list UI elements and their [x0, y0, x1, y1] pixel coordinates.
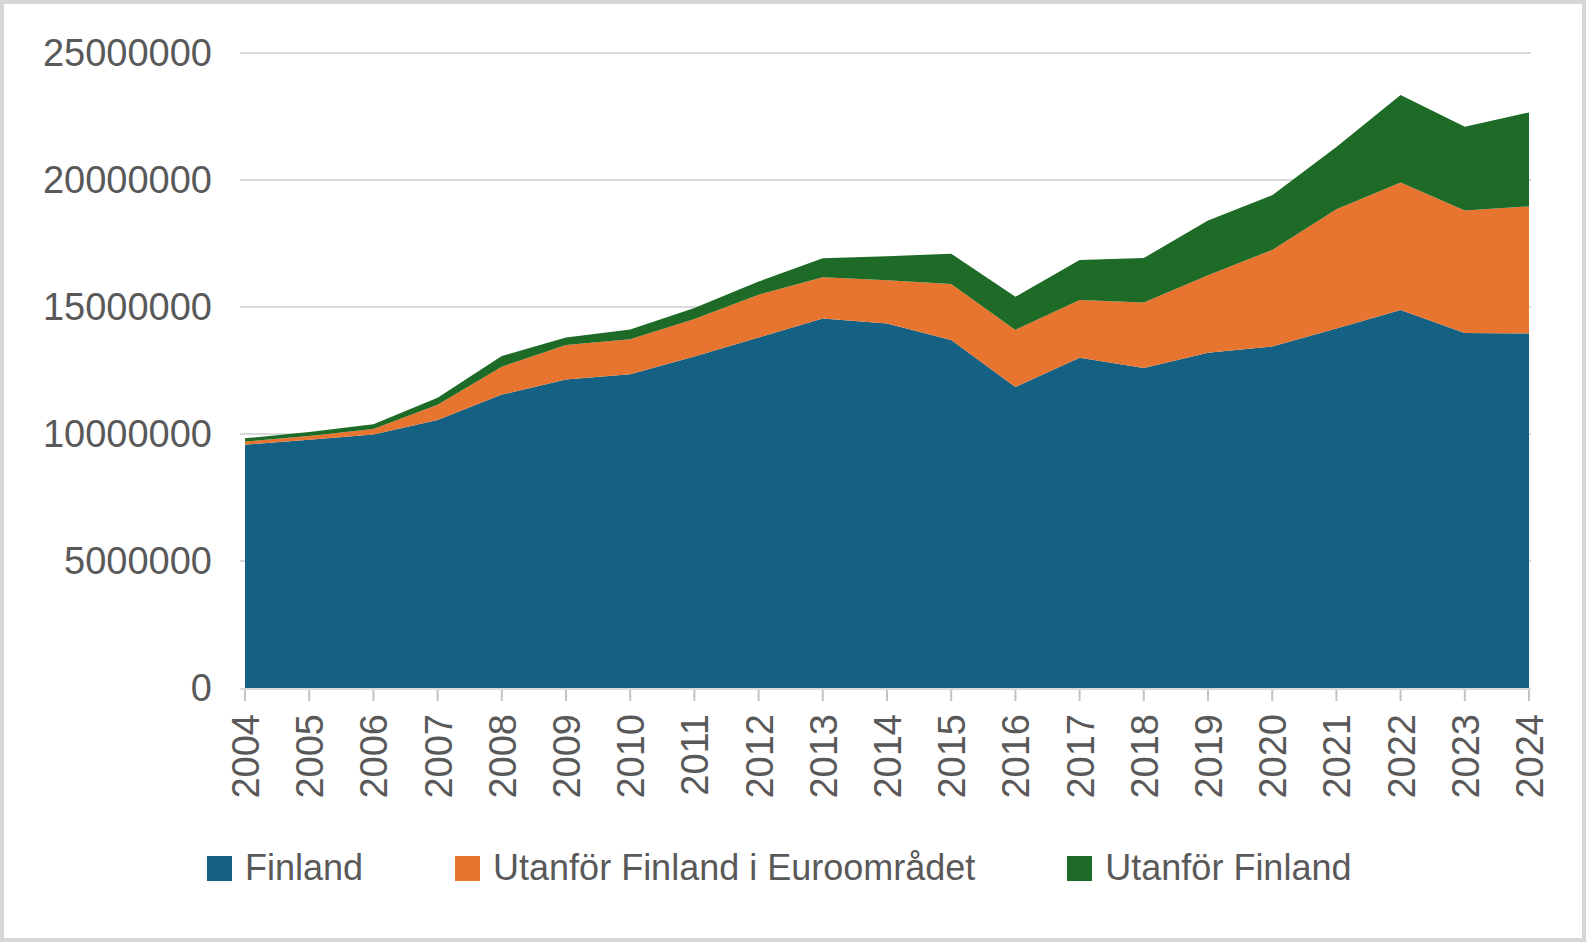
x-axis-label: 2011 — [674, 714, 716, 796]
x-axis-labels-group: 2004 2005 2006 2007 2008 2009 2010 2011 2012 2013… — [225, 714, 1551, 799]
legend-label-outside-finland: Utanför Finland — [1105, 847, 1351, 889]
x-axis-label: 2008 — [482, 714, 524, 799]
x-axis-label: 2007 — [418, 714, 460, 799]
x-axis-label: 2006 — [353, 714, 395, 799]
legend-item-euro-area: Utanför Finland i Euroområdet — [455, 847, 975, 889]
y-axis-label: 25000000 — [43, 32, 212, 74]
legend-item-outside-finland: Utanför Finland — [1067, 847, 1351, 889]
x-axis-label: 2015 — [931, 714, 973, 799]
x-axis-label: 2012 — [739, 714, 781, 799]
x-axis-label: 2023 — [1445, 714, 1487, 799]
x-axis-group — [240, 689, 1531, 701]
x-axis-label: 2021 — [1316, 714, 1358, 799]
legend-item-finland: Finland — [207, 847, 363, 889]
chart-svg: 0 5000000 10000000 15000000 20000000 25000000… — [4, 4, 1582, 938]
x-axis-label: 2020 — [1252, 714, 1294, 799]
x-axis-label: 2019 — [1188, 714, 1230, 799]
outside-finland-swatch-icon — [1067, 856, 1092, 881]
legend: Finland Utanför Finland i Euroområdet Ut… — [207, 847, 1351, 889]
finland-swatch-icon — [207, 856, 232, 881]
x-axis-label: 2018 — [1124, 714, 1166, 799]
euro-area-swatch-icon — [455, 856, 480, 881]
y-axis-label: 0 — [191, 667, 212, 709]
area-series-group — [245, 95, 1529, 688]
x-axis-label: 2009 — [546, 714, 588, 799]
y-axis-label: 15000000 — [43, 286, 212, 328]
y-axis-label: 5000000 — [64, 540, 212, 582]
x-axis-label: 2004 — [225, 714, 267, 799]
legend-label-euro-area: Utanför Finland i Euroområdet — [493, 847, 975, 889]
x-axis-label: 2014 — [867, 714, 909, 799]
y-axis-label: 10000000 — [43, 413, 212, 455]
area-series-0 — [245, 310, 1529, 688]
x-axis-label: 2010 — [610, 714, 652, 799]
x-axis-label: 2016 — [995, 714, 1037, 799]
y-axis-labels-group: 0 5000000 10000000 15000000 20000000 25000000 — [43, 32, 212, 709]
x-axis-label: 2017 — [1060, 714, 1102, 799]
x-axis-label: 2022 — [1381, 714, 1423, 799]
x-axis-label: 2005 — [289, 714, 331, 799]
y-axis-label: 20000000 — [43, 159, 212, 201]
chart-frame: 0 5000000 10000000 15000000 20000000 25000000… — [0, 0, 1586, 942]
x-axis-label: 2024 — [1509, 714, 1551, 799]
legend-label-finland: Finland — [245, 847, 363, 889]
x-axis-label: 2013 — [803, 714, 845, 799]
